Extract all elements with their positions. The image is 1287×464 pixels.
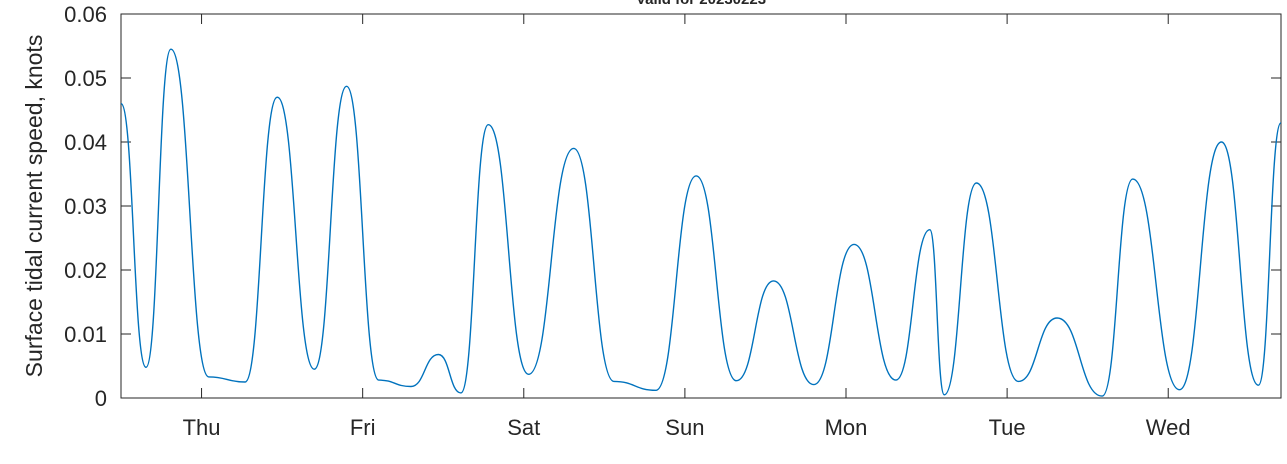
y-tick-label: 0.03: [64, 194, 107, 219]
data-point: [1056, 317, 1058, 319]
data-point: [1258, 384, 1260, 386]
data-point: [895, 379, 897, 381]
data-point: [488, 124, 490, 126]
data-point: [170, 48, 172, 50]
data-point: [438, 354, 440, 356]
x-tick-label: Tue: [989, 415, 1026, 440]
y-tick-label: 0: [95, 386, 107, 411]
data-point: [1280, 122, 1282, 124]
data-point: [736, 380, 738, 382]
data-point: [613, 381, 615, 383]
x-tick-label: Sun: [665, 415, 704, 440]
data-point: [1018, 381, 1020, 383]
data-point: [573, 148, 575, 150]
data-point: [1132, 178, 1134, 180]
data-point: [410, 386, 412, 388]
data-point: [314, 368, 316, 370]
y-tick-label: 0.06: [64, 2, 107, 27]
x-tick-label: Thu: [183, 415, 221, 440]
data-point: [853, 244, 855, 246]
data-point: [929, 229, 931, 231]
data-point: [528, 374, 530, 376]
y-axis-label: Surface tidal current speed, knots: [21, 35, 47, 378]
plot-area: [121, 14, 1281, 398]
data-point: [773, 280, 775, 282]
data-point: [244, 381, 246, 383]
data-point: [346, 86, 348, 88]
data-point: [655, 390, 657, 392]
x-tick-label: Wed: [1146, 415, 1191, 440]
x-tick-label: Sat: [507, 415, 540, 440]
data-point: [120, 103, 122, 105]
data-point: [976, 182, 978, 184]
data-point: [1221, 141, 1223, 143]
y-tick-label: 0.02: [64, 258, 107, 283]
data-point: [378, 379, 380, 381]
data-point: [208, 376, 210, 378]
data-point: [460, 392, 462, 394]
data-point: [1101, 395, 1103, 397]
data-point: [276, 96, 278, 98]
y-tick-label: 0.05: [64, 66, 107, 91]
data-point: [943, 394, 945, 396]
data-point: [813, 384, 815, 386]
x-tick-label: Fri: [350, 415, 376, 440]
y-tick-label: 0.04: [64, 130, 107, 155]
data-point: [145, 366, 147, 368]
data-point: [695, 175, 697, 177]
chart-title: Valid for 20230223: [636, 0, 766, 8]
data-point: [1179, 389, 1181, 391]
y-tick-label: 0.01: [64, 322, 107, 347]
x-tick-label: Mon: [825, 415, 868, 440]
